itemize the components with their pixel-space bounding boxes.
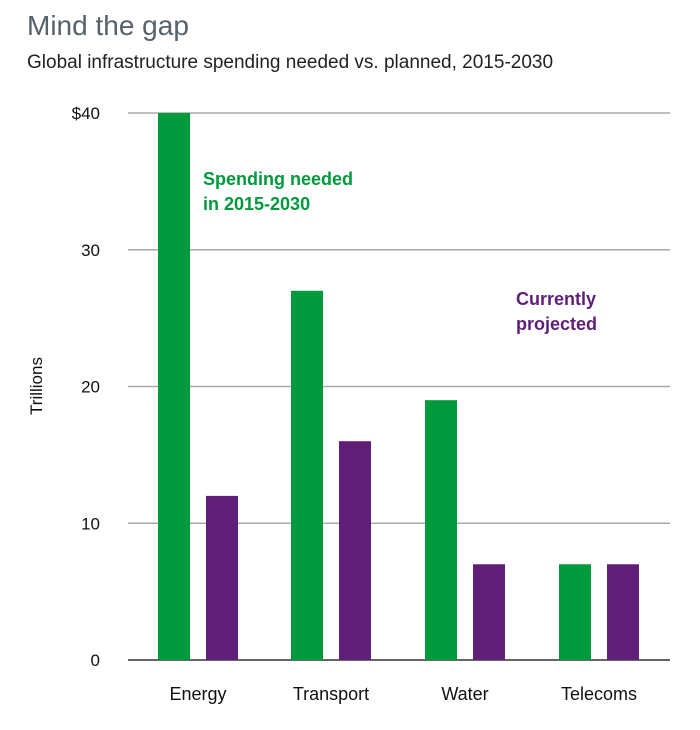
y-tick-label: 10 <box>81 514 100 533</box>
bar-transport-needed <box>291 290 323 660</box>
bar-energy-projected <box>206 495 238 660</box>
y-tick-label: 30 <box>81 241 100 260</box>
x-tick-label: Energy <box>169 684 226 704</box>
chart-subtitle: Global infrastructure spending needed vs… <box>27 52 554 73</box>
bar-water-needed <box>425 400 457 660</box>
y-tick-label: 20 <box>81 378 100 397</box>
y-axis-label: Trillions <box>27 357 46 415</box>
series-label-projected: Currently <box>516 289 596 309</box>
chart-title: Mind the gap <box>27 10 189 41</box>
x-tick-label: Water <box>441 684 488 704</box>
bar-telecoms-needed <box>559 564 591 660</box>
bar-telecoms-projected <box>607 564 639 660</box>
bar-water-projected <box>473 564 505 660</box>
bar-transport-projected <box>339 441 371 660</box>
y-tick-label: $40 <box>72 104 100 123</box>
series-label-projected: projected <box>516 314 597 334</box>
bar-energy-needed <box>158 113 190 660</box>
x-tick-label: Telecoms <box>561 684 637 704</box>
y-tick-label: 0 <box>91 651 100 670</box>
x-tick-label: Transport <box>293 684 369 704</box>
series-label-needed: Spending needed <box>203 169 353 189</box>
series-label-needed: in 2015-2030 <box>203 194 310 214</box>
